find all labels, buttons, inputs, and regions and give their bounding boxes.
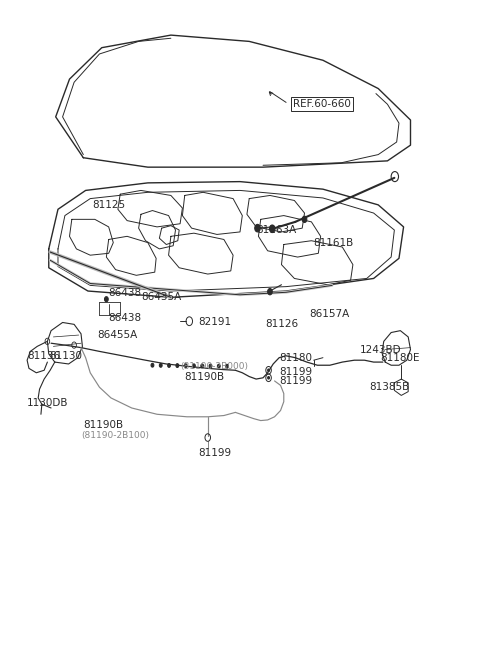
Text: 81136: 81136: [27, 351, 60, 361]
Text: 81161B: 81161B: [314, 238, 354, 248]
Text: 81163A: 81163A: [256, 225, 296, 235]
Circle shape: [201, 364, 204, 368]
Text: (81190-2B100): (81190-2B100): [81, 431, 149, 440]
Text: 81180E: 81180E: [381, 352, 420, 363]
Circle shape: [176, 364, 179, 367]
Text: 81385B: 81385B: [369, 383, 409, 392]
Circle shape: [226, 364, 228, 368]
Text: 86157A: 86157A: [309, 309, 349, 319]
Circle shape: [268, 369, 269, 371]
Circle shape: [168, 364, 170, 367]
Text: 81199: 81199: [199, 448, 232, 458]
Text: 86435A: 86435A: [141, 292, 181, 303]
Text: 86438: 86438: [108, 288, 142, 298]
Text: 82191: 82191: [199, 318, 232, 328]
Circle shape: [192, 364, 195, 367]
Text: 81125: 81125: [93, 200, 126, 210]
Text: 81199: 81199: [279, 376, 312, 386]
Text: (81190-2B000): (81190-2B000): [180, 362, 248, 371]
Circle shape: [209, 364, 212, 368]
Circle shape: [269, 225, 275, 233]
Text: 86455A: 86455A: [97, 330, 137, 340]
Circle shape: [217, 364, 220, 368]
Text: 1243BD: 1243BD: [360, 345, 401, 354]
Circle shape: [255, 225, 260, 232]
Circle shape: [159, 364, 162, 367]
Circle shape: [105, 297, 108, 302]
Text: 81180: 81180: [279, 352, 312, 363]
Text: 1130DB: 1130DB: [27, 398, 69, 408]
Circle shape: [302, 216, 307, 223]
Circle shape: [268, 288, 272, 295]
Circle shape: [184, 364, 187, 367]
Circle shape: [151, 364, 154, 367]
Text: 81126: 81126: [265, 320, 299, 329]
Text: 81130: 81130: [49, 351, 82, 361]
Circle shape: [268, 377, 269, 379]
Text: 81190B: 81190B: [185, 371, 225, 382]
Text: REF.60-660: REF.60-660: [293, 100, 351, 109]
Text: 81199: 81199: [279, 367, 312, 377]
Text: 81190B: 81190B: [84, 420, 123, 430]
Text: 86438: 86438: [108, 313, 142, 323]
